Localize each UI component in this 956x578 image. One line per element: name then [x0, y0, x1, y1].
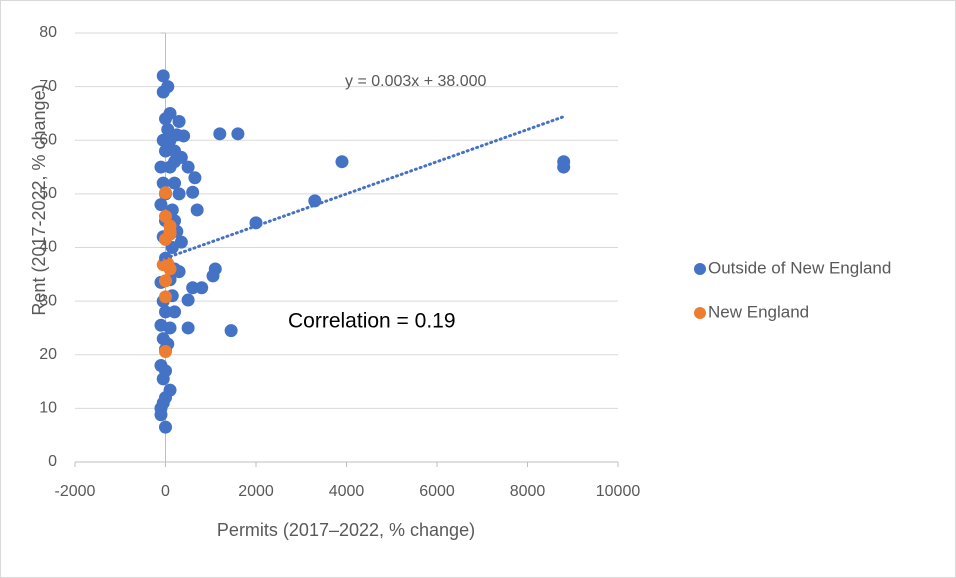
point — [154, 198, 168, 212]
point — [206, 269, 220, 283]
y-tick-label: 80 — [39, 24, 57, 41]
point — [188, 171, 202, 185]
point — [161, 257, 175, 271]
point — [213, 127, 227, 141]
point — [154, 160, 168, 174]
point — [154, 408, 168, 422]
point — [170, 128, 184, 142]
y-tick-label: 60 — [39, 131, 57, 148]
legend-label: New England — [708, 302, 809, 321]
x-tick-label: -2000 — [55, 483, 96, 500]
x-tick-label: 10000 — [596, 483, 641, 500]
point — [195, 281, 209, 295]
y-tick-label: 30 — [39, 292, 57, 309]
point — [163, 321, 177, 335]
point — [557, 160, 571, 174]
point — [224, 324, 238, 338]
y-tick-label: 20 — [39, 346, 57, 363]
point — [159, 420, 172, 434]
y-tick-label: 50 — [39, 185, 57, 202]
point — [159, 305, 172, 319]
trendline-label: y = 0.003x + 38.000 — [345, 73, 487, 90]
y-axis-title: Rent (2017-2022, % change) — [29, 84, 49, 315]
y-tick-label: 0 — [48, 453, 57, 470]
point — [156, 69, 170, 83]
point — [159, 345, 172, 359]
x-tick-label: 4000 — [329, 483, 365, 500]
legend-marker — [694, 307, 706, 319]
point — [159, 364, 172, 378]
y-tick-label: 70 — [39, 78, 57, 95]
point — [172, 114, 186, 128]
point — [159, 209, 172, 223]
x-axis-title: Permits (2017–2022, % change) — [217, 520, 475, 540]
point — [168, 176, 182, 190]
point — [163, 224, 177, 238]
legend-label: Outside of New England — [708, 258, 891, 277]
point — [181, 293, 195, 307]
point — [161, 80, 175, 94]
point — [231, 127, 245, 141]
point — [190, 203, 204, 217]
point — [156, 396, 170, 410]
point — [168, 155, 182, 169]
point — [168, 305, 182, 319]
point — [249, 216, 263, 230]
x-tick-label: 0 — [161, 483, 170, 500]
point — [159, 186, 172, 200]
x-tick-label: 8000 — [510, 483, 546, 500]
point — [159, 112, 172, 126]
annotation: Correlation = 0.19 — [288, 310, 456, 333]
point — [181, 321, 195, 335]
point — [159, 144, 172, 158]
legend-marker — [694, 263, 706, 275]
y-tick-label: 40 — [39, 239, 57, 256]
x-tick-label: 6000 — [419, 483, 455, 500]
point — [308, 194, 322, 208]
point — [172, 187, 186, 201]
point — [159, 290, 172, 304]
point — [181, 160, 195, 174]
point — [159, 274, 172, 288]
x-tick-label: 2000 — [238, 483, 274, 500]
point — [186, 281, 200, 295]
point — [186, 185, 200, 199]
point — [335, 155, 349, 169]
y-tick-label: 10 — [39, 400, 57, 417]
trendline — [159, 115, 566, 262]
point — [168, 144, 182, 158]
